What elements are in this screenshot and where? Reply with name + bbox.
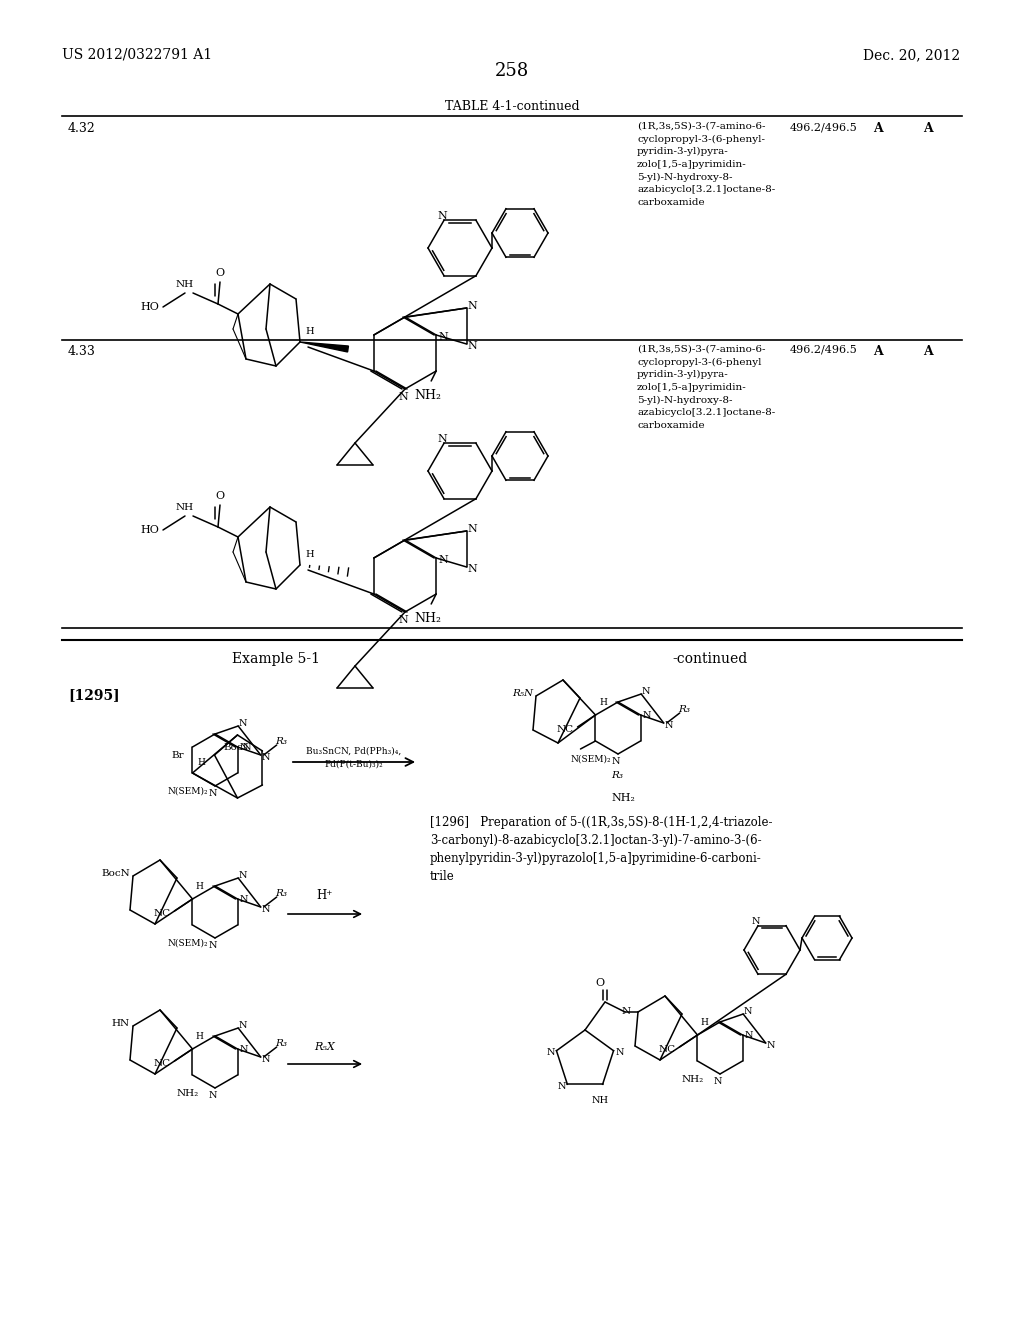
Text: N: N: [209, 940, 217, 949]
Text: 496.2/496.5: 496.2/496.5: [790, 345, 858, 355]
Text: [1295]: [1295]: [68, 688, 120, 702]
Text: Dec. 20, 2012: Dec. 20, 2012: [863, 48, 961, 62]
Text: BocN: BocN: [101, 870, 130, 879]
Text: H: H: [305, 550, 313, 558]
Text: N: N: [209, 788, 217, 797]
Text: N: N: [240, 743, 248, 752]
Text: H: H: [196, 1032, 204, 1041]
Text: Example 5-1: Example 5-1: [232, 652, 319, 667]
Text: HN: HN: [112, 1019, 130, 1028]
Text: R₅X: R₅X: [314, 1041, 336, 1052]
Text: NC: NC: [556, 726, 573, 734]
Text: N: N: [209, 1090, 217, 1100]
Text: NH: NH: [176, 503, 195, 512]
Text: NC: NC: [154, 909, 170, 919]
Text: R₃: R₃: [274, 737, 287, 746]
Text: NC: NC: [154, 1060, 170, 1068]
Text: BocN: BocN: [223, 743, 253, 752]
Text: H: H: [305, 327, 313, 337]
Text: N: N: [714, 1077, 722, 1085]
Text: -continued: -continued: [672, 652, 748, 667]
Text: O: O: [215, 268, 224, 279]
Text: NH₂: NH₂: [176, 1089, 199, 1098]
Text: N: N: [546, 1048, 555, 1057]
Text: 4.32: 4.32: [68, 121, 96, 135]
Text: N(SEM)₂: N(SEM)₂: [570, 755, 610, 764]
Text: H: H: [196, 882, 204, 891]
Text: N: N: [437, 211, 446, 222]
Text: N: N: [642, 688, 650, 697]
Text: N(SEM)₂: N(SEM)₂: [167, 787, 208, 796]
Text: R₃: R₃: [678, 705, 690, 714]
Text: H: H: [198, 758, 206, 767]
Text: N: N: [611, 756, 621, 766]
Text: (1R,3s,5S)-3-(7-amino-6-
cyclopropyl-3-(6-phenyl
pyridin-3-yl)pyra-
zolo[1,5-a]p: (1R,3s,5S)-3-(7-amino-6- cyclopropyl-3-(…: [637, 345, 775, 429]
Text: NH₂: NH₂: [681, 1074, 703, 1084]
Text: A: A: [923, 345, 933, 358]
Text: N: N: [468, 301, 477, 312]
Text: A: A: [923, 121, 933, 135]
Text: NH: NH: [176, 280, 195, 289]
Text: N: N: [767, 1040, 775, 1049]
Text: N: N: [261, 1055, 270, 1064]
Text: N: N: [615, 1048, 624, 1057]
Text: NH₂: NH₂: [415, 389, 441, 403]
Text: N: N: [239, 871, 248, 880]
Text: N: N: [468, 341, 477, 351]
Text: N: N: [744, 1007, 753, 1016]
Text: R₃: R₃: [274, 1039, 287, 1048]
Text: N: N: [240, 895, 248, 904]
Text: R₃: R₃: [611, 771, 623, 780]
Text: NH₂: NH₂: [611, 793, 635, 803]
Text: HO: HO: [140, 525, 159, 535]
Text: N: N: [398, 615, 408, 624]
Text: R₃: R₃: [274, 888, 287, 898]
Text: N: N: [240, 1045, 248, 1055]
Text: NH: NH: [592, 1097, 609, 1105]
Text: N: N: [239, 1022, 248, 1031]
Text: TABLE 4-1-continued: TABLE 4-1-continued: [444, 100, 580, 114]
Text: NH₂: NH₂: [415, 612, 441, 624]
Text: A: A: [873, 121, 883, 135]
Text: A: A: [873, 345, 883, 358]
Text: H: H: [599, 698, 607, 708]
Text: O: O: [595, 978, 604, 987]
Text: N: N: [239, 719, 248, 729]
Text: 4.33: 4.33: [68, 345, 96, 358]
Polygon shape: [300, 342, 348, 352]
Text: H: H: [700, 1018, 709, 1027]
Text: H⁺: H⁺: [316, 888, 333, 902]
Text: Br: Br: [172, 751, 184, 759]
Text: N(SEM)₂: N(SEM)₂: [167, 939, 208, 948]
Text: N: N: [438, 554, 449, 565]
Text: O: O: [215, 491, 224, 502]
Text: N: N: [752, 917, 760, 927]
Text: N: N: [437, 434, 446, 445]
Text: N: N: [468, 564, 477, 574]
Text: N: N: [744, 1031, 753, 1040]
Text: N: N: [468, 524, 477, 535]
Text: NC: NC: [658, 1045, 676, 1055]
Text: Pd(P(t-Bu)₃)₂: Pd(P(t-Bu)₃)₂: [325, 760, 383, 770]
Text: N: N: [438, 333, 449, 342]
Text: HO: HO: [140, 302, 159, 312]
Text: N: N: [261, 904, 270, 913]
Text: 258: 258: [495, 62, 529, 81]
Text: US 2012/0322791 A1: US 2012/0322791 A1: [62, 48, 212, 62]
Text: [1296]   Preparation of 5-((1R,3s,5S)-8-(1H-1,2,4-triazole-
3-carbonyl)-8-azabic: [1296] Preparation of 5-((1R,3s,5S)-8-(1…: [430, 816, 772, 883]
Text: N: N: [665, 721, 673, 730]
Text: (1R,3s,5S)-3-(7-amino-6-
cyclopropyl-3-(6-phenyl-
pyridin-3-yl)pyra-
zolo[1,5-a]: (1R,3s,5S)-3-(7-amino-6- cyclopropyl-3-(…: [637, 121, 775, 206]
Text: R₅N: R₅N: [512, 689, 534, 698]
Text: N: N: [398, 392, 408, 403]
Text: N: N: [642, 711, 651, 721]
Text: 496.2/496.5: 496.2/496.5: [790, 121, 858, 132]
Text: N: N: [622, 1007, 631, 1016]
Text: N: N: [261, 752, 270, 762]
Text: Bu₃SnCN, Pd(PPh₃)₄,: Bu₃SnCN, Pd(PPh₃)₄,: [306, 747, 401, 756]
Text: N: N: [557, 1082, 565, 1090]
